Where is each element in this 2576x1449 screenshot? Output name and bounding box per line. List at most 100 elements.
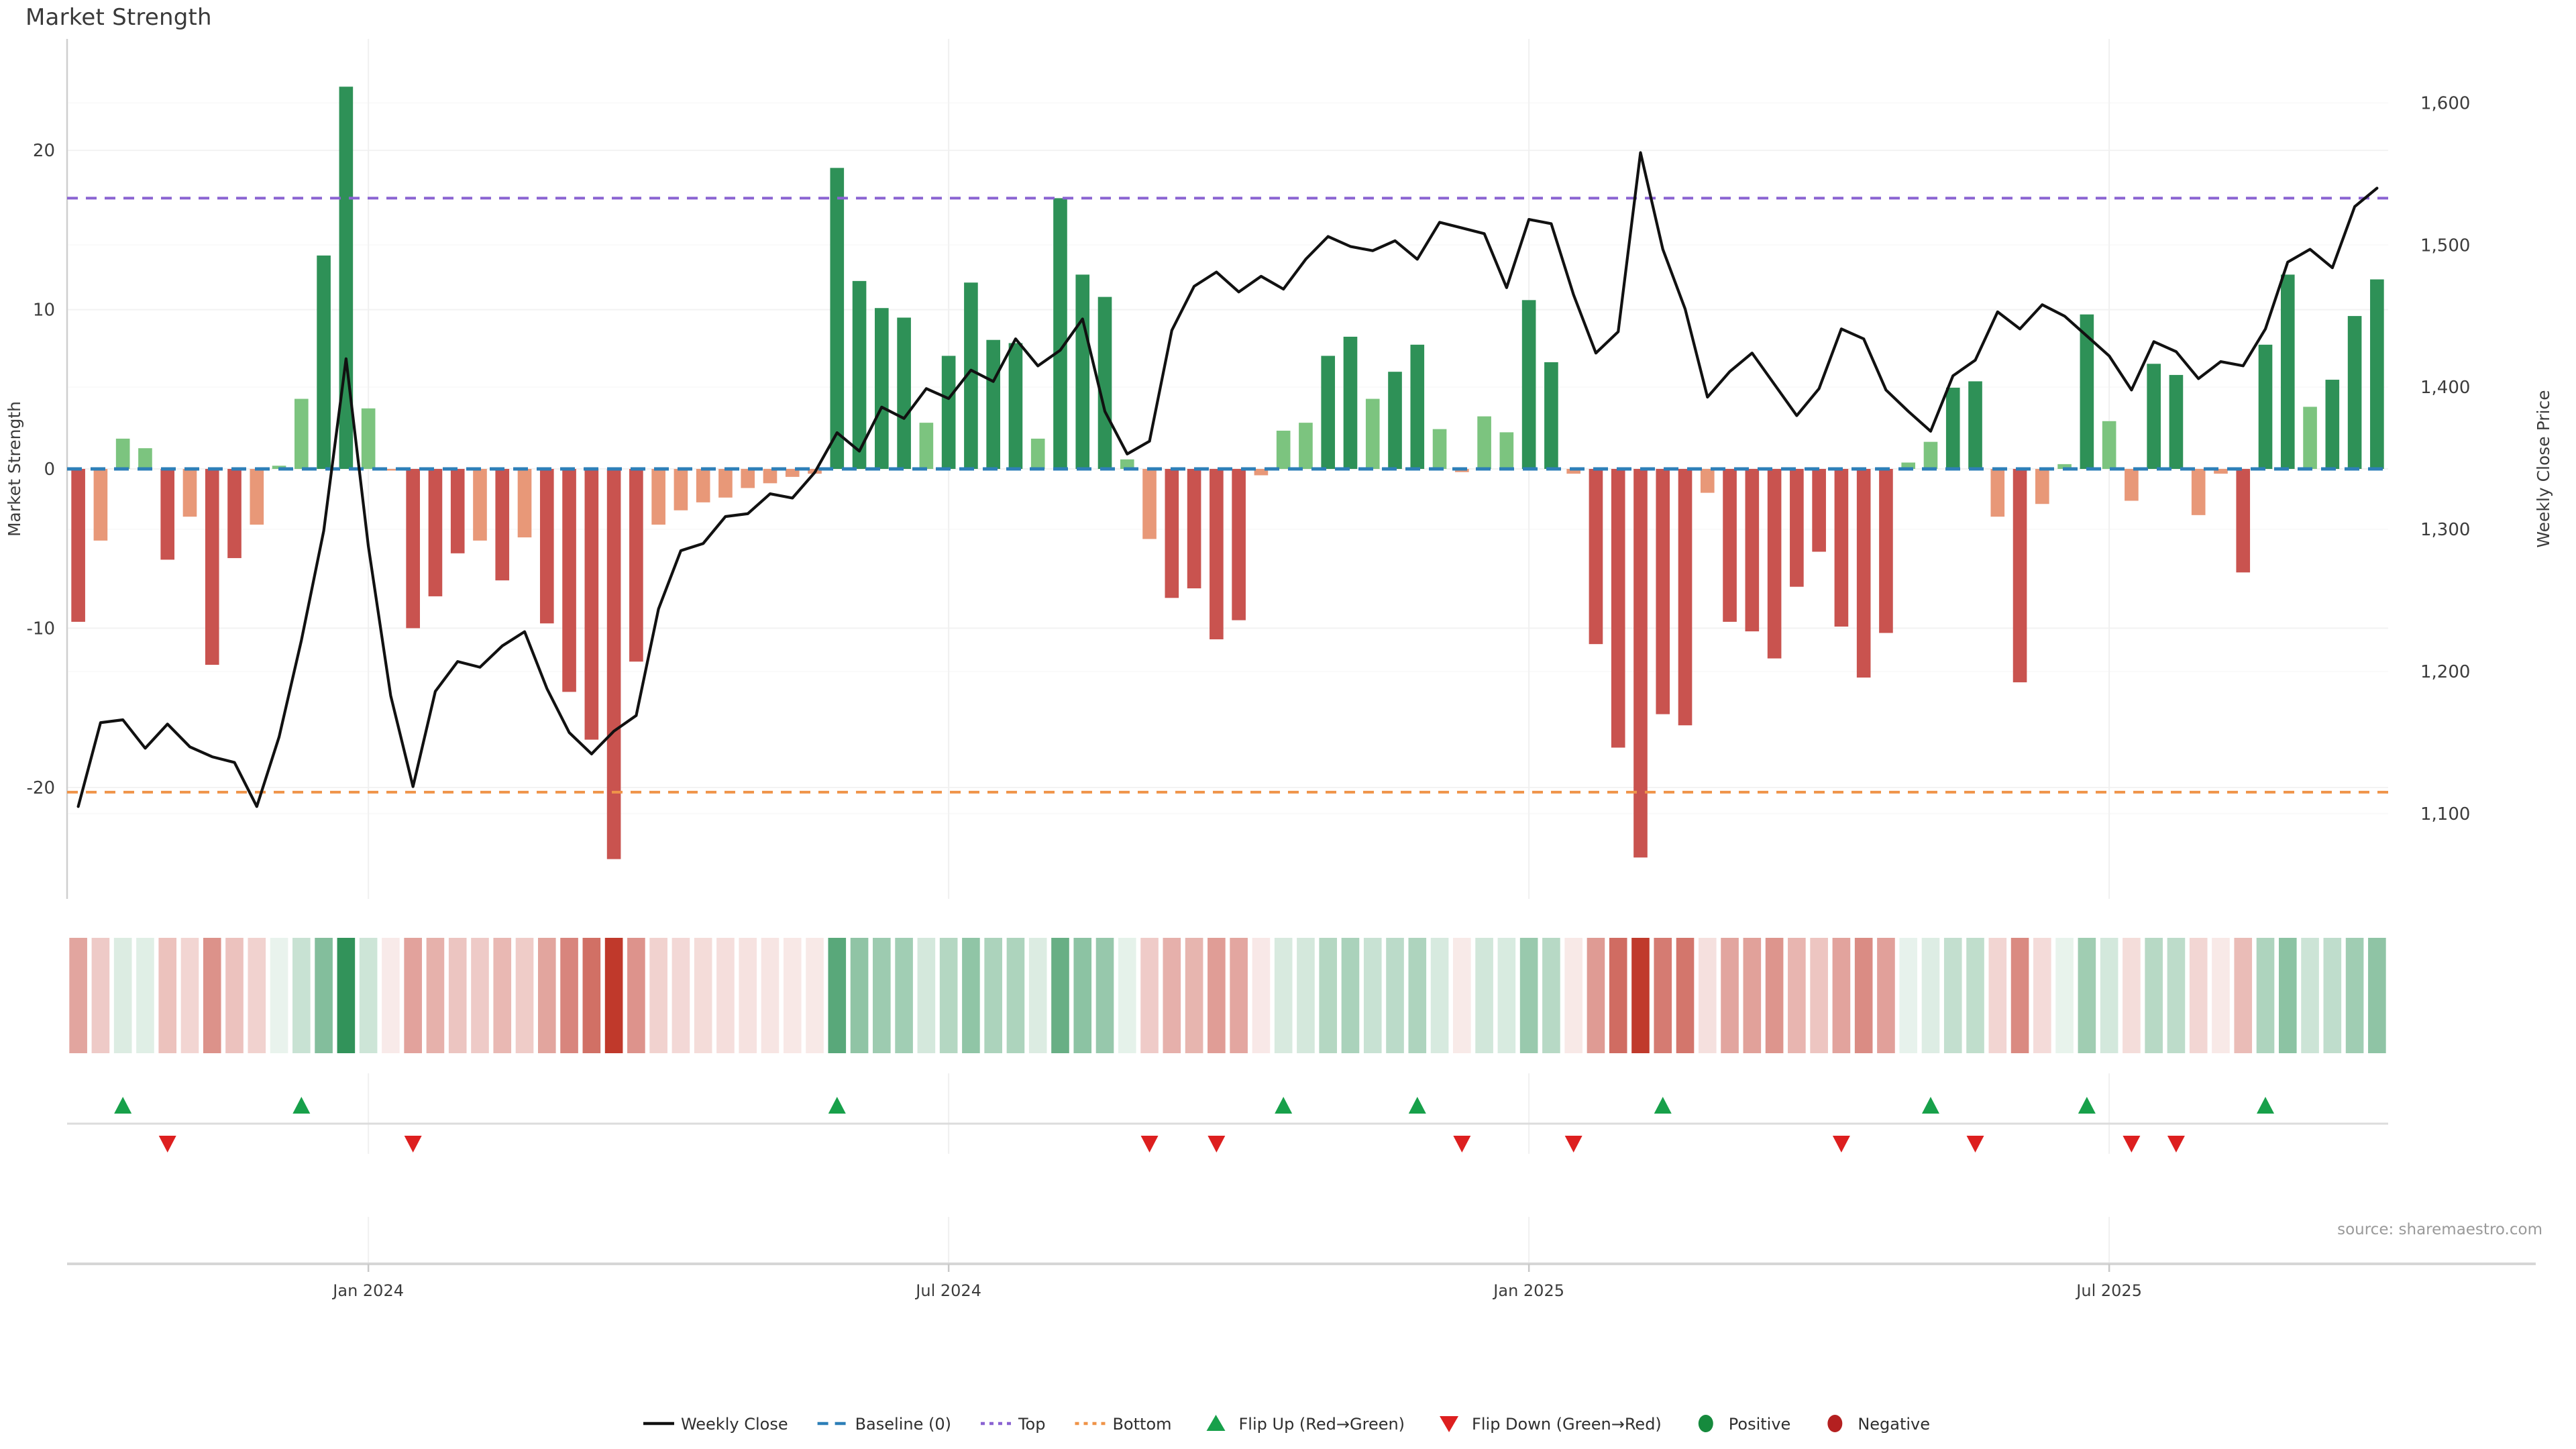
strength-bar (2102, 421, 2116, 469)
heat-cell (203, 938, 221, 1053)
strength-bar (160, 469, 175, 560)
heat-cell (2078, 938, 2096, 1053)
flip-down-marker (2167, 1136, 2185, 1152)
heat-strip (69, 938, 2386, 1053)
heat-cell (1765, 938, 1784, 1053)
strength-bar (317, 255, 331, 469)
strength-bar (2035, 469, 2049, 504)
flip-band (67, 1097, 2388, 1152)
heat-cell (806, 938, 824, 1053)
legend-circle-icon (1827, 1415, 1843, 1432)
heat-cell (1966, 938, 1984, 1053)
heat-cell (2212, 938, 2230, 1053)
heat-cell (761, 938, 780, 1053)
flip-up-marker (114, 1097, 132, 1114)
strength-bar (941, 356, 956, 469)
heat-cell (2010, 938, 2029, 1053)
strength-bar (2258, 344, 2273, 469)
heat-cell (1877, 938, 1895, 1053)
heat-cell (1854, 938, 1873, 1053)
strength-bar (1142, 469, 1157, 539)
flip-down-marker (1140, 1136, 1159, 1152)
heat-cell (1230, 938, 1248, 1053)
flip-down-marker (1966, 1136, 1984, 1152)
strength-bar (406, 469, 420, 629)
strength-bar (718, 469, 733, 498)
flip-down-marker (1832, 1136, 1850, 1152)
legend-item[interactable]: Bottom (1075, 1415, 1172, 1434)
strength-bar (1633, 469, 1648, 858)
heat-cell (850, 938, 869, 1053)
heat-cell (604, 938, 623, 1053)
heat-cell (515, 938, 534, 1053)
heat-cell (1587, 938, 1605, 1053)
source-label: source: sharemaestro.com (2337, 1221, 2542, 1238)
heat-cell (1140, 938, 1159, 1053)
strength-bar (450, 469, 465, 553)
strength-bar (2370, 279, 2384, 469)
heat-cell (1810, 938, 1828, 1053)
legend-item-label: Baseline (0) (855, 1415, 951, 1434)
strength-bar (1901, 462, 1916, 469)
legend-circle-icon (1698, 1415, 1713, 1432)
strength-bar (227, 469, 241, 558)
heat-cell (1609, 938, 1627, 1053)
heat-cell (1208, 938, 1226, 1053)
heat-cell (1943, 938, 1962, 1053)
strength-bar (875, 308, 889, 469)
strength-bar (1745, 469, 1760, 632)
legend-item[interactable]: Flip Up (Red→Green) (1206, 1415, 1405, 1434)
strength-bar (339, 87, 354, 469)
flip-down-marker (1208, 1136, 1226, 1152)
strength-bar (1723, 469, 1737, 622)
bars-layer (71, 87, 2384, 859)
left-axis: 20 10 0 -10 -20 Market Strength (5, 141, 55, 798)
weekly-close-line (76, 151, 2379, 808)
strength-bar (1589, 469, 1603, 645)
heat-cell (2145, 938, 2163, 1053)
strength-bar (1968, 381, 1982, 469)
heat-cell (1788, 938, 1806, 1053)
strength-bar (495, 469, 510, 581)
strength-bar (696, 469, 710, 502)
legend-item-label: Top (1018, 1415, 1046, 1434)
strength-bar (205, 469, 219, 665)
strength-bar (361, 408, 376, 469)
flip-down-marker (1564, 1136, 1582, 1152)
strength-bar (1611, 469, 1625, 748)
strength-bar (1097, 297, 1112, 469)
strength-bar (1120, 459, 1134, 469)
legend-item[interactable]: Weekly Close (643, 1415, 788, 1434)
strength-bar (1276, 431, 1291, 469)
left-axis-label: Market Strength (5, 401, 24, 537)
legend-triangle-up-icon (1206, 1415, 1226, 1431)
heat-cell (91, 938, 110, 1053)
heat-cell (2323, 938, 2342, 1053)
heat-cell (359, 938, 378, 1053)
heat-cell (1319, 938, 1338, 1053)
heat-cell (69, 938, 87, 1053)
heat-cell (426, 938, 445, 1053)
legend-item[interactable]: Baseline (0) (817, 1415, 951, 1434)
heat-cell (1698, 938, 1717, 1053)
flip-up-marker (2257, 1097, 2275, 1114)
flip-up-marker (1654, 1097, 1672, 1114)
heat-cell (1475, 938, 1493, 1053)
legend-item[interactable]: Top (980, 1415, 1046, 1434)
heat-cell (1297, 938, 1315, 1053)
heat-cell (2123, 938, 2141, 1053)
heat-cell (248, 938, 266, 1053)
strength-bar (1990, 469, 2005, 517)
legend-item[interactable]: Flip Down (Green→Red) (1440, 1415, 1662, 1434)
strength-bar (1075, 274, 1090, 469)
legend-item[interactable]: Negative (1827, 1415, 1930, 1434)
legend-item[interactable]: Positive (1698, 1415, 1791, 1434)
strength-bar (182, 469, 197, 517)
price-line-layer (76, 151, 2379, 808)
heat-cell (2345, 938, 2364, 1053)
heat-cell (1006, 938, 1025, 1053)
strength-bar (584, 469, 599, 740)
heat-cell (180, 938, 199, 1053)
strength-bar (517, 469, 532, 538)
strength-bar (2303, 407, 2317, 469)
